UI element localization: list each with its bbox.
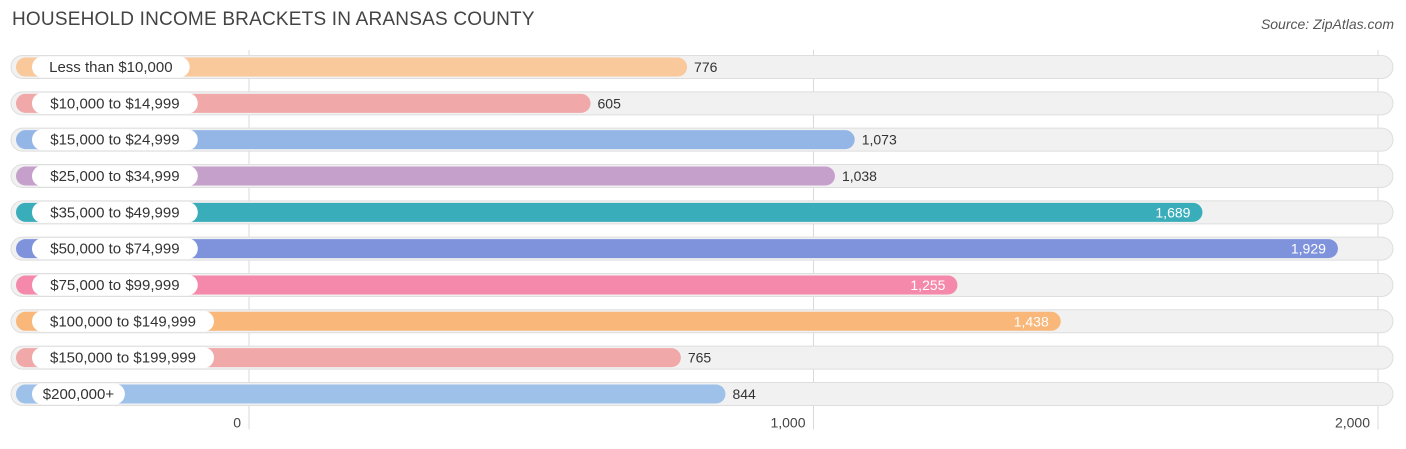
category-label: $10,000 to $14,999 <box>50 95 179 112</box>
data-label: 1,073 <box>862 132 897 148</box>
data-label: 1,929 <box>1291 241 1326 257</box>
category-label: $35,000 to $49,999 <box>50 204 179 221</box>
bar <box>16 311 1061 331</box>
category-label: $15,000 to $24,999 <box>50 132 179 149</box>
data-label: 844 <box>732 386 756 402</box>
bar-rows: Less than $10,000 776 $10,000 to $14,999 60… <box>10 55 1394 406</box>
data-label: 1,038 <box>842 168 877 184</box>
category-label-pill <box>32 165 198 187</box>
bar <box>16 130 855 150</box>
category-label: $150,000 to $199,999 <box>50 350 196 367</box>
x-tick-label: 1,000 <box>770 414 805 430</box>
category-label: $100,000 to $149,999 <box>50 313 196 330</box>
category-label: $75,000 to $99,999 <box>50 277 179 294</box>
bar <box>16 166 835 186</box>
data-label: 776 <box>694 59 718 75</box>
bar <box>16 239 1338 259</box>
x-tick-label: 2,000 <box>1335 414 1370 430</box>
category-label: $50,000 to $74,999 <box>50 241 179 258</box>
data-label: 1,255 <box>910 277 945 293</box>
category-label-pill <box>32 274 198 296</box>
bar <box>16 202 1203 222</box>
data-label: 1,689 <box>1155 204 1190 220</box>
category-label-pill <box>32 129 198 151</box>
category-label: Less than $10,000 <box>49 59 172 76</box>
category-label-pill <box>32 201 198 223</box>
chart-source: Source: ZipAtlas.com <box>1260 16 1394 32</box>
data-label: 1,438 <box>1014 313 1049 329</box>
x-axis-ticks: 0 1,000 2,000 <box>233 414 1370 430</box>
category-label-pill <box>32 238 198 260</box>
chart-title: HOUSEHOLD INCOME BRACKETS IN ARANSAS COU… <box>12 9 535 30</box>
data-label: 605 <box>598 95 622 111</box>
data-label: 765 <box>688 350 712 366</box>
category-label: $200,000+ <box>43 386 115 403</box>
bar <box>16 384 726 404</box>
category-label-pill <box>32 383 125 405</box>
bar <box>16 275 958 295</box>
category-label-pill <box>32 347 214 369</box>
category-label: $25,000 to $34,999 <box>50 168 179 185</box>
x-tick-label: 0 <box>233 414 241 430</box>
category-label-pill <box>32 310 214 332</box>
category-label-pill <box>32 92 198 114</box>
category-label-pill <box>32 56 190 78</box>
